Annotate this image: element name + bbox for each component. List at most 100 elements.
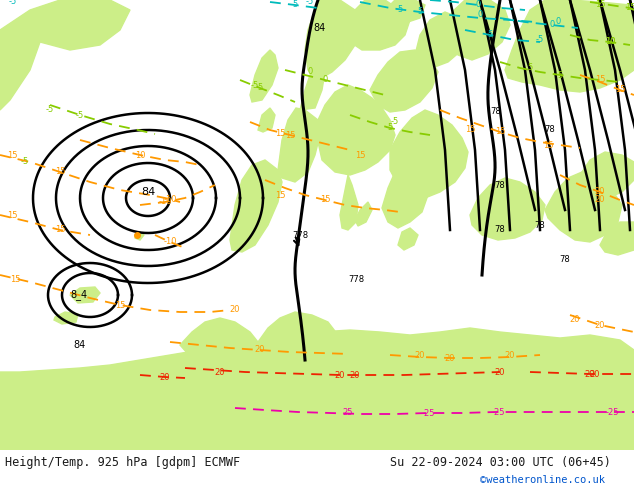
Text: 5: 5 <box>527 64 533 73</box>
Text: -5: -5 <box>76 111 84 120</box>
Text: -5: -5 <box>306 0 314 6</box>
Polygon shape <box>278 108 320 182</box>
Text: 15: 15 <box>465 125 476 134</box>
Text: -5: -5 <box>9 0 17 6</box>
Polygon shape <box>54 312 78 324</box>
Polygon shape <box>415 12 468 68</box>
Text: 20: 20 <box>255 345 265 354</box>
Text: 15: 15 <box>55 225 65 235</box>
Text: ©weatheronline.co.uk: ©weatheronline.co.uk <box>480 475 605 485</box>
Text: -5: -5 <box>536 35 544 45</box>
Text: 20: 20 <box>230 305 240 315</box>
Text: -5: -5 <box>391 118 399 126</box>
Text: 20: 20 <box>350 370 360 379</box>
Text: 15: 15 <box>55 168 65 176</box>
Polygon shape <box>258 312 338 365</box>
Text: 15: 15 <box>624 3 634 13</box>
Polygon shape <box>0 0 130 50</box>
Text: -25: -25 <box>421 409 435 417</box>
Text: 15: 15 <box>543 141 553 149</box>
Polygon shape <box>355 202 372 226</box>
Polygon shape <box>0 30 40 110</box>
Text: 78: 78 <box>495 225 505 235</box>
Text: 5: 5 <box>557 71 562 79</box>
Text: 20: 20 <box>335 370 346 379</box>
Text: 20: 20 <box>444 353 455 363</box>
Text: 20: 20 <box>415 350 425 360</box>
Polygon shape <box>470 178 545 240</box>
Text: 778: 778 <box>292 230 308 240</box>
Polygon shape <box>305 0 360 80</box>
Text: 15: 15 <box>275 191 285 199</box>
Polygon shape <box>545 172 622 242</box>
Text: 15: 15 <box>320 196 330 204</box>
Polygon shape <box>600 222 634 255</box>
Text: 15: 15 <box>115 300 126 310</box>
Text: -5: -5 <box>486 30 494 40</box>
Polygon shape <box>0 328 634 450</box>
Text: 20: 20 <box>595 320 605 329</box>
Text: -10: -10 <box>163 196 177 204</box>
Text: 20: 20 <box>595 188 605 196</box>
Polygon shape <box>398 228 418 250</box>
Text: Height/Temp. 925 hPa [gdpm] ECMWF: Height/Temp. 925 hPa [gdpm] ECMWF <box>5 456 240 468</box>
Text: 8_4: 8_4 <box>70 290 87 300</box>
Text: 10: 10 <box>135 150 145 160</box>
Polygon shape <box>340 175 358 230</box>
Text: 0: 0 <box>476 0 481 9</box>
Text: 15: 15 <box>10 275 20 285</box>
Text: 0: 0 <box>307 68 313 76</box>
Text: 15: 15 <box>595 75 605 84</box>
Text: Su 22-09-2024 03:00 UTC (06+45): Su 22-09-2024 03:00 UTC (06+45) <box>390 456 611 468</box>
Text: 0: 0 <box>550 21 555 29</box>
Text: 15: 15 <box>285 130 295 140</box>
Text: 20: 20 <box>160 372 171 382</box>
Text: 15: 15 <box>595 0 605 9</box>
Text: 10: 10 <box>605 38 615 47</box>
Polygon shape <box>230 160 282 252</box>
Text: -25: -25 <box>605 408 619 416</box>
Text: -5: -5 <box>256 83 264 93</box>
Text: -5: -5 <box>386 123 394 132</box>
Polygon shape <box>370 50 438 112</box>
Text: 778: 778 <box>348 275 364 285</box>
Text: 78: 78 <box>495 180 505 190</box>
Text: 20: 20 <box>570 316 580 324</box>
Polygon shape <box>445 0 510 60</box>
Text: -10: -10 <box>158 197 172 206</box>
Text: 15: 15 <box>275 129 285 139</box>
Polygon shape <box>382 165 428 228</box>
Text: 15: 15 <box>615 85 625 95</box>
Text: 78: 78 <box>545 125 555 134</box>
Polygon shape <box>580 152 634 198</box>
Text: -25: -25 <box>491 408 505 416</box>
Text: 20: 20 <box>495 368 505 376</box>
Text: -5: -5 <box>291 0 299 9</box>
Polygon shape <box>70 287 100 303</box>
Text: 20: 20 <box>585 369 595 378</box>
Polygon shape <box>258 108 275 132</box>
Polygon shape <box>300 65 325 110</box>
Text: -5: -5 <box>416 7 424 17</box>
Text: 78: 78 <box>534 220 545 229</box>
Text: 84: 84 <box>73 340 85 350</box>
Polygon shape <box>135 232 144 240</box>
Polygon shape <box>250 50 278 102</box>
Polygon shape <box>385 0 425 22</box>
Text: -5: -5 <box>21 157 29 167</box>
Text: 20: 20 <box>215 368 225 376</box>
Text: 20: 20 <box>505 350 515 360</box>
Polygon shape <box>318 85 395 175</box>
Text: 78: 78 <box>560 255 571 265</box>
Text: 10: 10 <box>605 38 615 47</box>
Text: 15: 15 <box>495 127 505 137</box>
Text: 84: 84 <box>141 187 155 197</box>
Text: -10: -10 <box>163 238 177 246</box>
Text: -5: -5 <box>46 105 54 115</box>
Text: 15: 15 <box>7 211 17 220</box>
Text: 0: 0 <box>555 18 560 26</box>
Polygon shape <box>345 0 410 50</box>
Text: 0: 0 <box>322 75 328 84</box>
Text: 15: 15 <box>355 150 365 160</box>
Text: 15: 15 <box>7 150 17 160</box>
